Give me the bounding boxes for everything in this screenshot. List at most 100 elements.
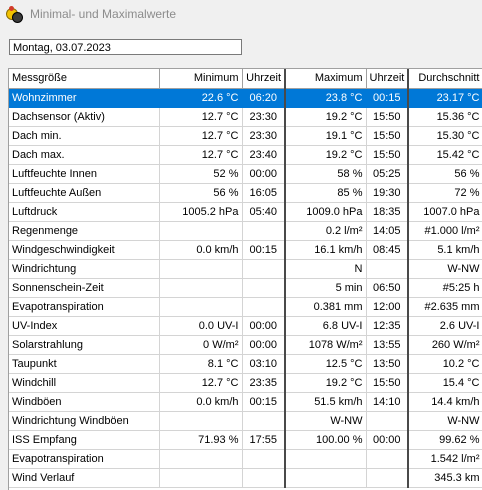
cell-durchschnitt: W-NW — [408, 411, 482, 431]
cell-minimum: 0 W/m² — [159, 335, 243, 355]
cell-minimum: 12.7 °C — [159, 107, 243, 127]
cell-durchschnitt: 15.30 °C — [408, 126, 482, 146]
table-row[interactable]: Evapotranspiration 1.542 l/m² — [9, 449, 482, 469]
header-durchschnitt[interactable]: Durchschnitt — [408, 69, 482, 89]
cell-minimum: 12.7 °C — [159, 126, 243, 146]
table-row[interactable]: Windrichtung N W-NW — [9, 259, 482, 279]
cell-maximum — [285, 449, 367, 469]
cell-uhrzeit-max — [366, 449, 409, 469]
cell-uhrzeit-min: 23:35 — [242, 373, 286, 393]
cell-uhrzeit-max — [366, 259, 409, 279]
cell-uhrzeit-min — [242, 468, 286, 488]
cell-uhrzeit-min: 23:30 — [242, 126, 286, 146]
table-row[interactable]: Evapotranspiration 0.381 mm 12:00 #2.635 mm — [9, 297, 482, 317]
cell-minimum — [159, 297, 243, 317]
cell-durchschnitt: 5.1 km/h — [408, 240, 482, 260]
cell-messgroesse: Windböen — [9, 392, 160, 412]
cell-maximum: 19.2 °C — [285, 107, 367, 127]
cell-messgroesse: Solarstrahlung — [9, 335, 160, 355]
cell-minimum: 0.0 km/h — [159, 240, 243, 260]
cell-uhrzeit-min — [242, 278, 286, 298]
table-row[interactable]: Luftfeuchte Innen 52 % 00:00 58 % 05:25 56 % — [9, 164, 482, 184]
cell-messgroesse: Windgeschwindigkeit — [9, 240, 160, 260]
cell-messgroesse: Windrichtung Windböen — [9, 411, 160, 431]
table-row[interactable]: Sonnenschein-Zeit 5 min 06:50 #5:25 h — [9, 278, 482, 298]
min-max-table: Messgröße Minimum Uhrzeit Maximum Uhrzei… — [9, 69, 482, 488]
cell-durchschnitt: 1007.0 hPa — [408, 202, 482, 222]
cell-minimum — [159, 278, 243, 298]
cell-maximum: 85 % — [285, 183, 367, 203]
cell-maximum — [285, 468, 367, 488]
table-header-row: Messgröße Minimum Uhrzeit Maximum Uhrzei… — [9, 69, 482, 89]
header-uhrzeit-max[interactable]: Uhrzeit — [366, 69, 409, 89]
cell-minimum: 12.7 °C — [159, 145, 243, 165]
table-row[interactable]: Regenmenge 0.2 l/m² 14:05 #1.000 l/m² — [9, 221, 482, 241]
table-row[interactable]: Dach min. 12.7 °C 23:30 19.1 °C 15:50 15.30 °… — [9, 126, 482, 146]
cell-minimum — [159, 468, 243, 488]
cell-durchschnitt: 99.62 % — [408, 430, 482, 450]
cell-messgroesse: Wind Verlauf — [9, 468, 160, 488]
table-row[interactable]: Dach max. 12.7 °C 23:40 19.2 °C 15:50 15.42 °… — [9, 145, 482, 165]
date-field[interactable]: Montag, 03.07.2023 — [9, 39, 242, 55]
min-max-grid[interactable]: Messgröße Minimum Uhrzeit Maximum Uhrzei… — [8, 68, 482, 490]
cell-minimum: 71.93 % — [159, 430, 243, 450]
cell-uhrzeit-min: 00:15 — [242, 240, 286, 260]
cell-minimum: 12.7 °C — [159, 373, 243, 393]
table-row[interactable]: Windrichtung Windböen W-NW W-NW — [9, 411, 482, 431]
title-bar: Minimal- und Maximalwerte — [0, 0, 482, 28]
cell-durchschnitt: 1.542 l/m² — [408, 449, 482, 469]
cell-maximum: 1078 W/m² — [285, 335, 367, 355]
table-row[interactable]: Windböen 0.0 km/h 00:15 51.5 km/h 14:10 14.4 … — [9, 392, 482, 412]
table-row[interactable]: Wohnzimmer 22.6 °C 06:20 23.8 °C 00:15 23.17 … — [9, 88, 482, 108]
cell-messgroesse: Windchill — [9, 373, 160, 393]
cell-minimum: 52 % — [159, 164, 243, 184]
cell-uhrzeit-min — [242, 449, 286, 469]
cell-messgroesse: Taupunkt — [9, 354, 160, 374]
cell-uhrzeit-max: 05:25 — [366, 164, 409, 184]
cell-durchschnitt: #5:25 h — [408, 278, 482, 298]
cell-durchschnitt: #2.635 mm — [408, 297, 482, 317]
table-row[interactable]: Luftdruck 1005.2 hPa 05:40 1009.0 hPa 18:35 1… — [9, 202, 482, 222]
cell-durchschnitt: 56 % — [408, 164, 482, 184]
cell-minimum: 0.0 km/h — [159, 392, 243, 412]
table-row[interactable]: Windchill 12.7 °C 23:35 19.2 °C 15:50 15.4 °C — [9, 373, 482, 393]
header-uhrzeit-min[interactable]: Uhrzeit — [242, 69, 286, 89]
cell-messgroesse: Evapotranspiration — [9, 297, 160, 317]
cell-uhrzeit-max: 15:50 — [366, 126, 409, 146]
cell-uhrzeit-max: 15:50 — [366, 373, 409, 393]
header-minimum[interactable]: Minimum — [159, 69, 243, 89]
cell-uhrzeit-max: 19:30 — [366, 183, 409, 203]
cell-durchschnitt: 23.17 °C — [408, 88, 482, 108]
cell-maximum: 58 % — [285, 164, 367, 184]
table-row[interactable]: Luftfeuchte Außen 56 % 16:05 85 % 19:30 72 % — [9, 183, 482, 203]
cell-messgroesse: Dach min. — [9, 126, 160, 146]
table-row[interactable]: UV-Index 0.0 UV-I 00:00 6.8 UV-I 12:35 2.6 UV… — [9, 316, 482, 336]
cell-uhrzeit-min — [242, 221, 286, 241]
table-row[interactable]: Wind Verlauf 345.3 km — [9, 468, 482, 488]
cell-maximum: N — [285, 259, 367, 279]
cell-maximum: W-NW — [285, 411, 367, 431]
table-row[interactable]: Taupunkt 8.1 °C 03:10 12.5 °C 13:50 10.2 °C — [9, 354, 482, 374]
cell-maximum: 6.8 UV-I — [285, 316, 367, 336]
table-row[interactable]: Dachsensor (Aktiv) 12.7 °C 23:30 19.2 °C 15:… — [9, 107, 482, 127]
cell-maximum: 16.1 km/h — [285, 240, 367, 260]
cell-uhrzeit-max: 13:50 — [366, 354, 409, 374]
cell-minimum: 0.0 UV-I — [159, 316, 243, 336]
cell-uhrzeit-min: 00:00 — [242, 164, 286, 184]
cell-uhrzeit-max: 06:50 — [366, 278, 409, 298]
cell-uhrzeit-max: 14:05 — [366, 221, 409, 241]
window-title: Minimal- und Maximalwerte — [30, 7, 177, 21]
header-maximum[interactable]: Maximum — [285, 69, 367, 89]
table-row[interactable]: Solarstrahlung 0 W/m² 00:00 1078 W/m² 13:55 2… — [9, 335, 482, 355]
table-row[interactable]: Windgeschwindigkeit 0.0 km/h 00:15 16.1 km/… — [9, 240, 482, 260]
cell-minimum — [159, 221, 243, 241]
cell-uhrzeit-max: 00:15 — [366, 88, 409, 108]
header-messgroesse[interactable]: Messgröße — [9, 69, 160, 89]
cell-maximum: 23.8 °C — [285, 88, 367, 108]
cell-minimum: 8.1 °C — [159, 354, 243, 374]
cell-messgroesse: Dach max. — [9, 145, 160, 165]
cell-uhrzeit-min — [242, 411, 286, 431]
cell-maximum: 19.2 °C — [285, 145, 367, 165]
cell-durchschnitt: 260 W/m² — [408, 335, 482, 355]
table-row[interactable]: ISS Empfang 71.93 % 17:55 100.00 % 00:00 99.6… — [9, 430, 482, 450]
